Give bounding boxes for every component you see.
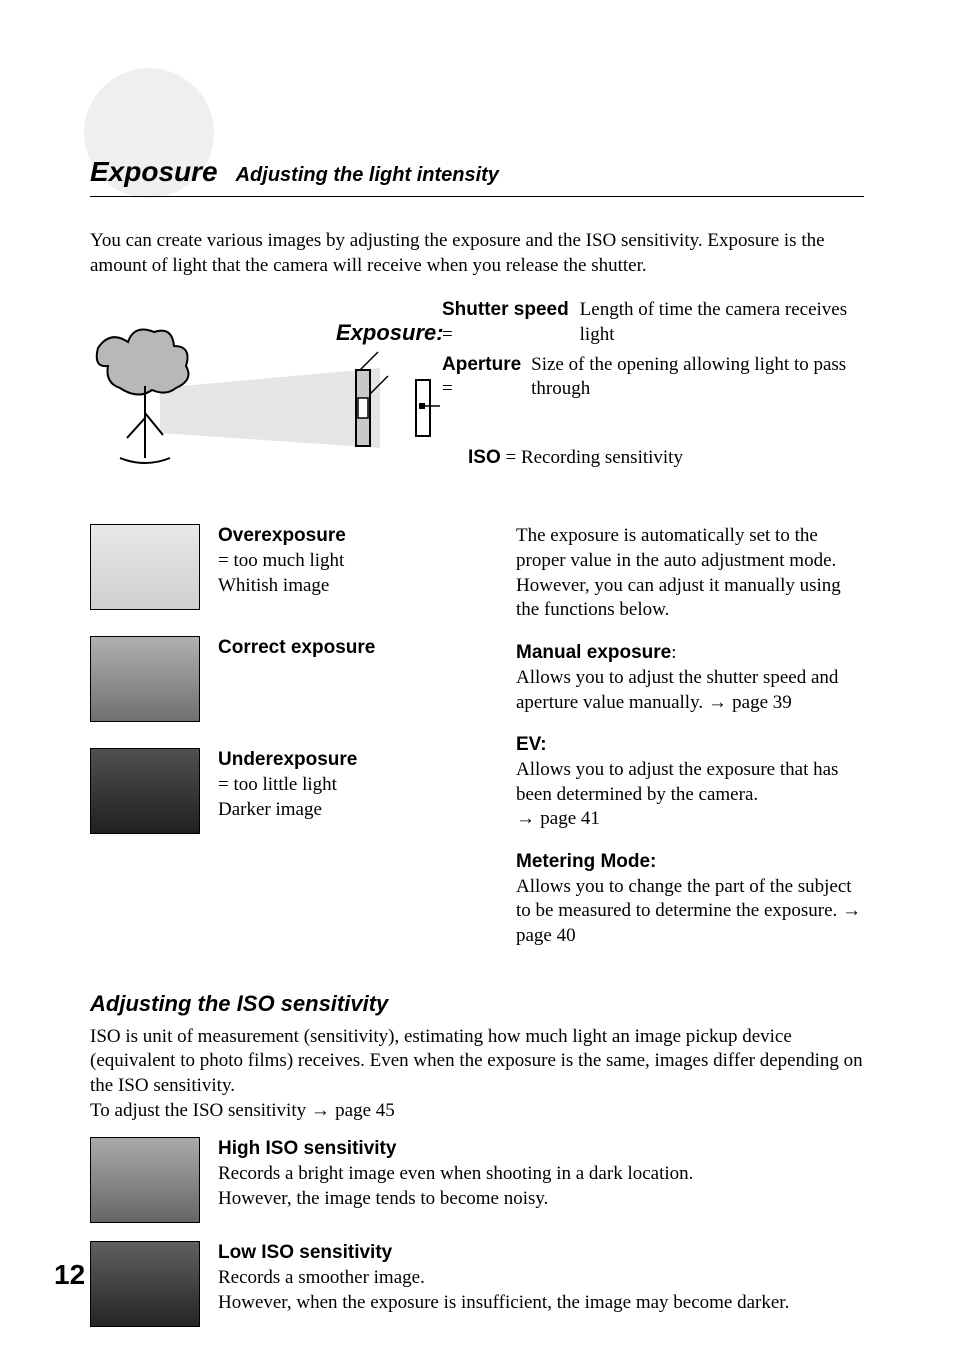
low-iso-heading: Low ISO sensitivity [218, 1241, 789, 1266]
low-iso-line2: However, when the exposure is insufficie… [218, 1291, 789, 1316]
auto-exposure-text: The exposure is automatically set to the… [516, 524, 864, 623]
ev-body: Allows you to adjust the exposure that h… [516, 758, 864, 807]
overexposure-thumb [90, 524, 200, 610]
overexposure-line1: = too much light [218, 549, 346, 574]
underexposure-line1: = too little light [218, 773, 357, 798]
title-row: Exposure Adjusting the light intensity [90, 156, 864, 197]
metering-page-ref: page 40 [516, 925, 576, 946]
correct-exposure-thumb [90, 636, 200, 722]
manual-page-ref: page 39 [732, 692, 792, 713]
metering-body: Allows you to change the part of the sub… [516, 876, 852, 922]
shutter-body: Length of time the camera receives light [574, 298, 864, 347]
overexposure-text: Overexposure = too much light Whitish im… [218, 524, 346, 598]
overexposure-line2: Whitish image [218, 574, 346, 599]
explanation-column: The exposure is automatically set to the… [516, 524, 864, 966]
aperture-def: Aperture = Size of the opening allowing … [442, 347, 864, 402]
underexposure-row: Underexposure = too little light Darker … [90, 748, 486, 834]
low-iso-thumb [90, 1241, 200, 1327]
correct-exposure-row: Correct exposure [90, 636, 486, 722]
eq-sep: = [442, 324, 453, 345]
iso-adjust-pre: To adjust the ISO sensitivity [90, 1100, 311, 1121]
iso-def: ISO = Recording sensitivity [442, 446, 864, 470]
arrow-icon: → [842, 900, 861, 921]
ev-page-ref: page 41 [540, 808, 600, 829]
low-iso-text: Low ISO sensitivity Records a smoother i… [218, 1241, 789, 1315]
exposure-examples-grid: Overexposure = too much light Whitish im… [90, 524, 864, 966]
aperture-body: Size of the opening allowing light to pa… [525, 353, 864, 402]
shutter-term: Shutter speed [442, 299, 569, 320]
manual-heading: Manual exposure [516, 642, 671, 663]
iso-body-text: ISO is unit of measurement (sensitivity)… [90, 1025, 864, 1099]
iso-section: Adjusting the ISO sensitivity ISO is uni… [90, 991, 864, 1328]
arrow-icon: → [708, 692, 732, 713]
high-iso-line2: However, the image tends to become noisy… [218, 1187, 693, 1212]
iso-adjust-page: page 45 [335, 1100, 395, 1121]
underexposure-text: Underexposure = too little light Darker … [218, 748, 357, 822]
iso-body: Recording sensitivity [521, 447, 683, 468]
intro-paragraph: You can create various images by adjusti… [90, 229, 864, 278]
eq-sep: = [442, 378, 453, 399]
high-iso-line1: Records a bright image even when shootin… [218, 1162, 693, 1187]
page-subtitle: Adjusting the light intensity [236, 164, 499, 187]
iso-adjust-ref: To adjust the ISO sensitivity → page 45 [90, 1099, 864, 1124]
ev-block: EV: Allows you to adjust the exposure th… [516, 733, 864, 832]
aperture-term: Aperture [442, 354, 521, 375]
arrow-icon: → [311, 1100, 335, 1121]
iso-examples: High ISO sensitivity Records a bright im… [90, 1137, 864, 1327]
metering-block: Metering Mode: Allows you to change the … [516, 850, 864, 949]
arrow-icon: → [516, 808, 540, 829]
manual-exposure-block: Manual exposure: Allows you to adjust th… [516, 641, 864, 715]
definition-list: Shutter speed = Length of time the camer… [442, 298, 864, 470]
examples-column: Overexposure = too much light Whitish im… [90, 524, 486, 966]
underexposure-thumb [90, 748, 200, 834]
correct-exposure-text: Correct exposure [218, 636, 375, 661]
correct-exposure-heading: Correct exposure [218, 636, 375, 661]
low-iso-row: Low ISO sensitivity Records a smoother i… [90, 1241, 864, 1327]
overexposure-heading: Overexposure [218, 524, 346, 549]
exposure-diagram: Exposure: Shutter speed = Length of time… [90, 298, 864, 508]
tree-camera-illustration [90, 328, 440, 498]
metering-heading: Metering Mode: [516, 850, 864, 875]
overexposure-row: Overexposure = too much light Whitish im… [90, 524, 486, 610]
high-iso-heading: High ISO sensitivity [218, 1137, 693, 1162]
high-iso-text: High ISO sensitivity Records a bright im… [218, 1137, 693, 1211]
high-iso-thumb [90, 1137, 200, 1223]
iso-term: ISO [468, 447, 501, 468]
page-title: Exposure [90, 156, 218, 188]
eq-sep: = [501, 447, 521, 468]
underexposure-heading: Underexposure [218, 748, 357, 773]
exposure-label: Exposure: [336, 320, 444, 346]
underexposure-line2: Darker image [218, 798, 357, 823]
page-content: Exposure Adjusting the light intensity Y… [90, 0, 864, 1327]
page-number: 12 [54, 1259, 85, 1291]
iso-section-title: Adjusting the ISO sensitivity [90, 991, 864, 1017]
low-iso-line1: Records a smoother image. [218, 1266, 789, 1291]
shutter-speed-def: Shutter speed = Length of time the camer… [442, 298, 864, 347]
colon: : [671, 642, 676, 663]
ev-heading: EV: [516, 733, 864, 758]
high-iso-row: High ISO sensitivity Records a bright im… [90, 1137, 864, 1223]
